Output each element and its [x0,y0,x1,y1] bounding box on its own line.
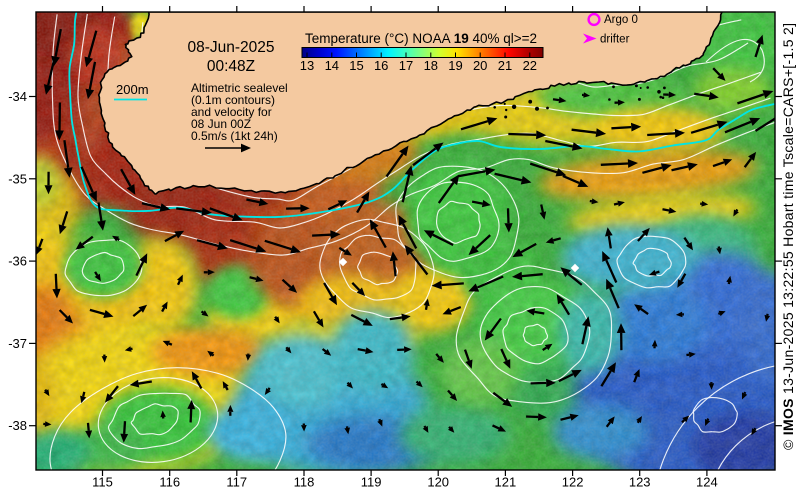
svg-text:22: 22 [523,58,537,73]
svg-text:19: 19 [448,58,462,73]
svg-text:14: 14 [325,58,339,73]
svg-text:Argo 0: Argo 0 [604,14,638,26]
svg-text:00:48Z: 00:48Z [207,58,255,75]
svg-text:08 Jun 00Z: 08 Jun 00Z [191,117,251,131]
svg-text:© IMOS 13-Jun-2025 13:22:55 Ho: © IMOS 13-Jun-2025 13:22:55 Hobart time … [780,23,796,450]
svg-text:-35: -35 [8,171,27,186]
svg-text:and velocity for: and velocity for [191,105,272,119]
svg-text:Altimetric sealevel: Altimetric sealevel [191,81,288,95]
svg-text:15: 15 [349,58,363,73]
svg-text:119: 119 [361,475,382,490]
svg-text:18: 18 [424,58,438,73]
svg-text:Temperature (°C) NOAA 19 40% q: Temperature (°C) NOAA 19 40% ql>=2 [305,31,537,46]
svg-text:16: 16 [374,58,388,73]
svg-text:20: 20 [473,58,487,73]
svg-text:0.5m/s (1kt 24h): 0.5m/s (1kt 24h) [191,129,278,143]
svg-text:21: 21 [498,58,512,73]
svg-text:117: 117 [226,475,247,490]
svg-text:121: 121 [495,475,517,490]
svg-text:123: 123 [629,475,651,490]
svg-text:-36: -36 [8,254,27,269]
svg-text:122: 122 [562,475,584,490]
svg-text:124: 124 [696,475,718,490]
svg-text:drifter: drifter [600,34,630,46]
svg-text:115: 115 [92,475,113,490]
svg-text:-34: -34 [8,89,27,104]
svg-text:120: 120 [427,475,449,490]
svg-text:116: 116 [159,475,180,490]
svg-text:17: 17 [399,58,413,73]
svg-text:(0.1m contours): (0.1m contours) [191,93,275,107]
svg-text:118: 118 [294,475,315,490]
svg-text:-37: -37 [8,336,27,351]
svg-text:08-Jun-2025: 08-Jun-2025 [187,39,274,56]
svg-text:-38: -38 [8,418,27,433]
svg-text:200m: 200m [116,82,149,97]
svg-text:13: 13 [300,58,314,73]
